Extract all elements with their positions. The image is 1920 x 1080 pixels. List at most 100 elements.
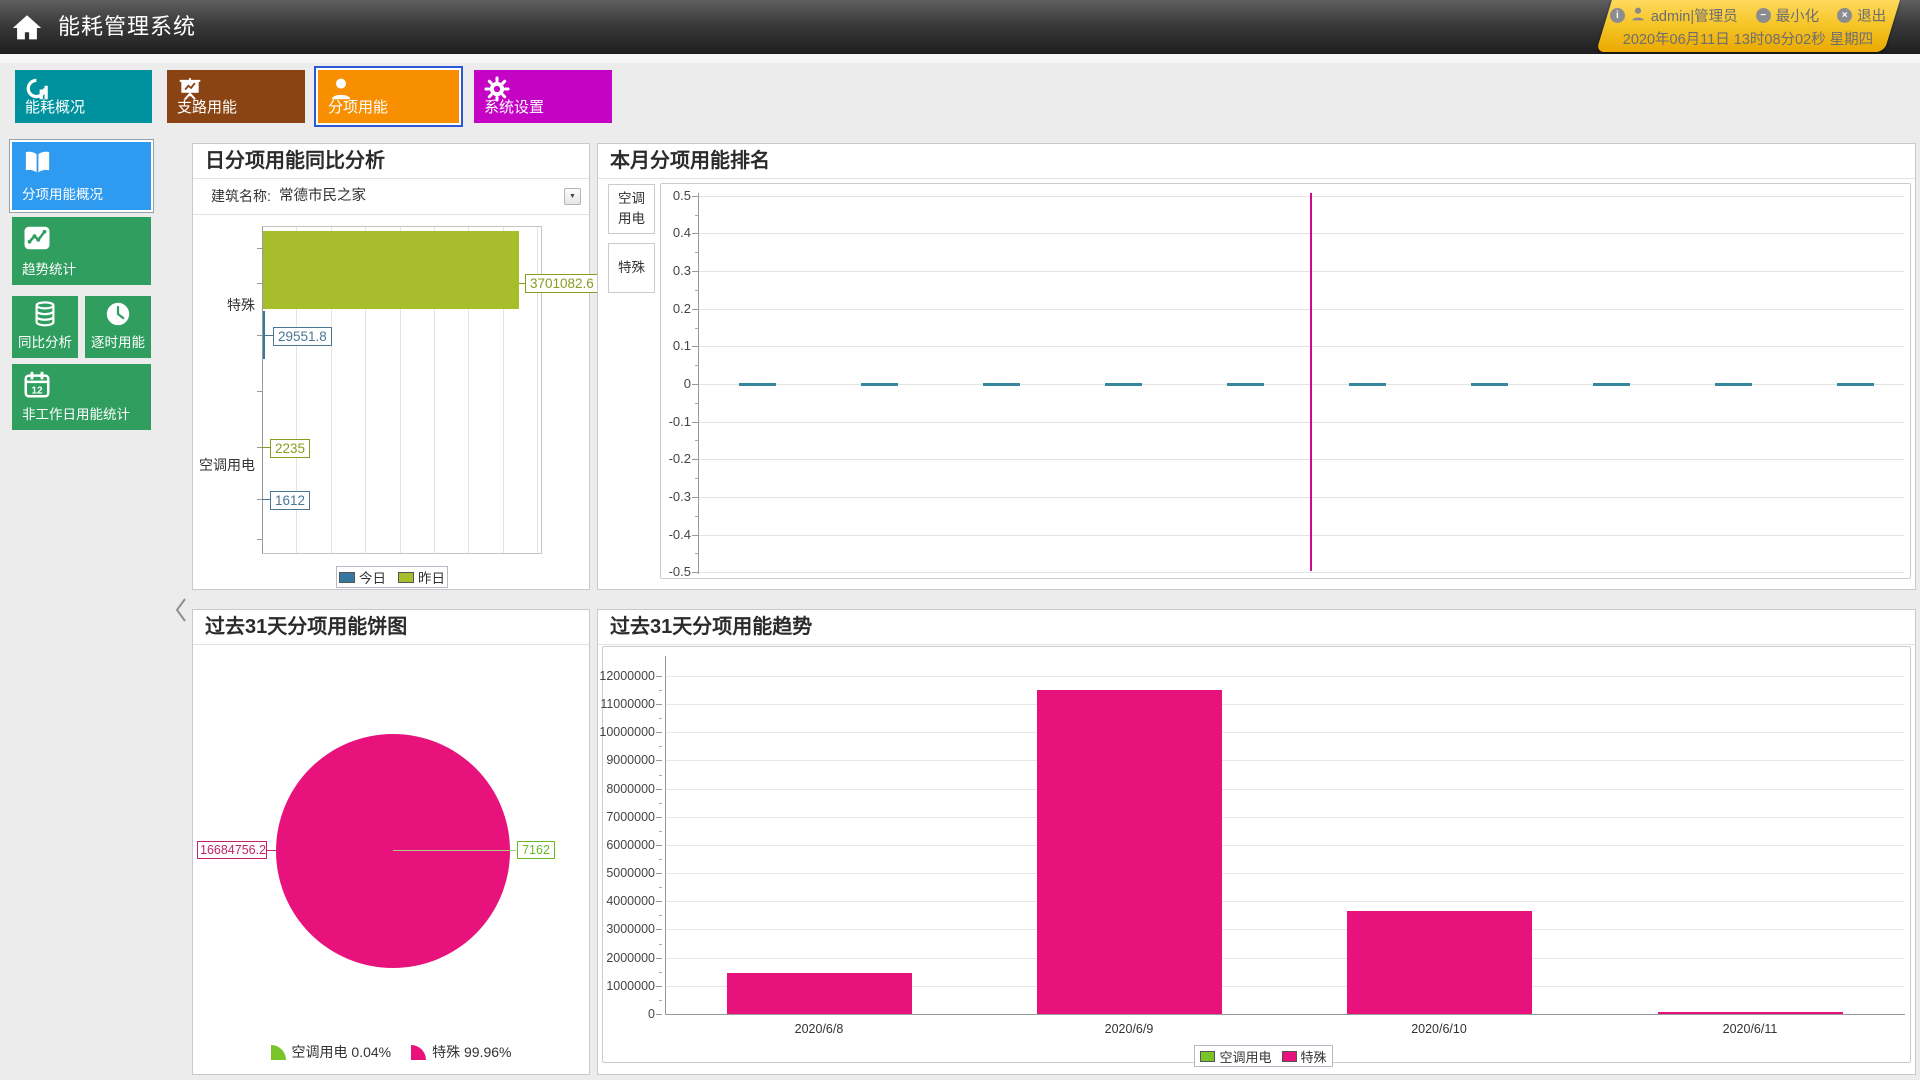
user-datetime-banner: i admin|管理员 − 最小化 × 退出 2020年06月11日 13时08…	[1596, 0, 1900, 52]
legend-item-空调用电[interactable]: 空调用电 0.04%	[270, 1042, 391, 1062]
axis-tick	[656, 760, 662, 762]
tab-label: 分项用能	[328, 99, 389, 116]
axis-tick	[692, 534, 698, 536]
home-icon[interactable]	[10, 11, 44, 45]
bar-昨日-特殊	[263, 231, 519, 309]
panel-title-trend-31days: 过去31天分项用能趋势	[610, 616, 813, 638]
series-selector-特殊[interactable]: 特殊	[608, 243, 655, 293]
bar-空调用电	[1349, 382, 1386, 386]
panel-title-monthly-rank: 本月分项用能排名	[610, 150, 770, 172]
panel-monthly-rank: 本月分项用能排名 空调用电 特殊 0.5 0.4 0.3 0.2 0.1 0 -0.1 -0.2 -…	[597, 143, 1916, 590]
data-label: 3701082.6	[525, 274, 599, 293]
bar-特殊-2020/6/10	[1347, 910, 1532, 1014]
gridline	[699, 308, 1904, 310]
axis-tick	[257, 335, 262, 336]
sidebar-item-逐时用能[interactable]: 逐时用能	[85, 296, 151, 358]
connector-line	[393, 850, 516, 851]
axis-minor-tick	[695, 252, 698, 254]
gridline	[666, 957, 1904, 959]
y-tick-label: -0.2	[668, 451, 691, 467]
legend: 空调用电 0.04% 特殊 99.96%	[193, 1042, 589, 1062]
axis-minor-tick	[659, 859, 662, 861]
axis-tick	[257, 391, 262, 392]
legend-item-空调用电[interactable]: 空调用电	[1200, 1047, 1272, 1066]
axis-tick	[656, 929, 662, 931]
building-label: 建筑名称:	[211, 188, 271, 204]
legend-item-昨日[interactable]: 昨日	[398, 567, 445, 587]
axis-tick	[656, 957, 662, 959]
legend-item-今日[interactable]: 今日	[339, 567, 386, 587]
gridline	[666, 844, 1904, 846]
bar-空调用电	[1105, 382, 1142, 386]
overview-icon	[25, 76, 51, 107]
legend-swatch	[339, 571, 355, 583]
gear-icon	[484, 76, 510, 107]
y-tick-label: -0.4	[668, 526, 691, 542]
marker-line-特殊	[1310, 193, 1312, 571]
tab-能耗概况[interactable]: 能耗概况	[15, 70, 152, 123]
gridline	[537, 227, 539, 553]
gridline	[666, 732, 1904, 734]
gridline	[666, 873, 1904, 875]
plot-area	[262, 226, 542, 554]
series-selector-空调用电[interactable]: 空调用电	[608, 184, 655, 234]
user-icon	[1630, 6, 1646, 26]
legend-item-特殊[interactable]: 特殊	[1281, 1047, 1327, 1066]
user-label: admin|管理员	[1650, 9, 1738, 25]
building-select-value[interactable]: 常德市民之家	[279, 188, 366, 204]
banner-user-row: i admin|管理员 − 最小化 × 退出	[1604, 5, 1892, 26]
axis-minor-tick	[659, 915, 662, 917]
axis-tick	[656, 732, 662, 734]
info-icon[interactable]: i	[1609, 8, 1625, 23]
data-label: 2235	[270, 439, 311, 458]
panel-title-pie-31days: 过去31天分项用能饼图	[205, 616, 408, 638]
connector-line	[262, 447, 270, 448]
category-label: 特殊	[227, 297, 255, 313]
person-icon	[328, 76, 354, 107]
gridline	[666, 985, 1904, 987]
collapse-panel-chevron[interactable]	[172, 596, 190, 624]
top-bar: 能耗管理系统 i admin|管理员 − 最小化 × 退出 2020年06月11…	[0, 0, 1920, 54]
sidebar-item-label: 非工作日用能统计	[22, 407, 130, 422]
axis-tick	[692, 572, 698, 574]
axis-minor-tick	[695, 402, 698, 404]
sidebar-item-同比分析[interactable]: 同比分析	[12, 296, 78, 358]
sidebar-item-分项用能概况[interactable]: 分项用能概况	[12, 142, 151, 210]
chart-container	[660, 183, 1911, 579]
connector-line	[267, 850, 278, 851]
tab-系统设置[interactable]: 系统设置	[474, 70, 612, 123]
y-axis-line	[665, 656, 666, 1014]
axis-minor-tick	[659, 718, 662, 720]
logout-icon[interactable]: ×	[1837, 8, 1853, 23]
tab-支路用能[interactable]: 支路用能	[167, 70, 305, 123]
minimize-icon[interactable]: −	[1755, 8, 1771, 23]
sidebar-item-非工作日用能统计[interactable]: 12 非工作日用能统计	[12, 364, 151, 430]
axis-tick	[257, 499, 262, 500]
gridline	[699, 384, 1904, 385]
y-tick-label: -0.1	[668, 413, 691, 429]
legend-swatch	[1200, 1050, 1216, 1062]
logout-button[interactable]: 退出	[1857, 9, 1887, 25]
axis-tick	[257, 248, 262, 249]
axis-minor-tick	[695, 515, 698, 517]
x-axis-line	[665, 1014, 1905, 1015]
legend-item-特殊[interactable]: 特殊 99.96%	[411, 1042, 511, 1062]
y-tick-label: -0.3	[668, 488, 691, 504]
axis-tick	[656, 675, 662, 677]
building-dropdown-button[interactable]: ▼	[564, 188, 581, 205]
legend: 空调用电 特殊	[1194, 1045, 1333, 1067]
legend-fan-swatch	[270, 1044, 286, 1060]
tab-分项用能[interactable]: 分项用能	[318, 70, 459, 123]
panel-header: 过去31天分项用能饼图	[193, 610, 589, 645]
minimize-button[interactable]: 最小化	[1775, 9, 1820, 25]
bar-空调用电	[1227, 382, 1264, 386]
y-tick-label: 8000000	[606, 781, 655, 796]
axis-minor-tick	[659, 943, 662, 945]
gridline	[666, 704, 1904, 706]
axis-tick	[656, 985, 662, 987]
axis-tick	[692, 421, 698, 423]
banner-content: i admin|管理员 − 最小化 × 退出 2020年06月11日 13时08…	[1604, 0, 1892, 52]
gridline	[699, 195, 1904, 197]
sidebar-item-趋势统计[interactable]: 趋势统计	[12, 217, 151, 285]
panel-daily-compare: 日分项用能同比分析 建筑名称: 常德市民之家 ▼ 特殊 空调用电 3701082.6…	[192, 143, 599, 590]
